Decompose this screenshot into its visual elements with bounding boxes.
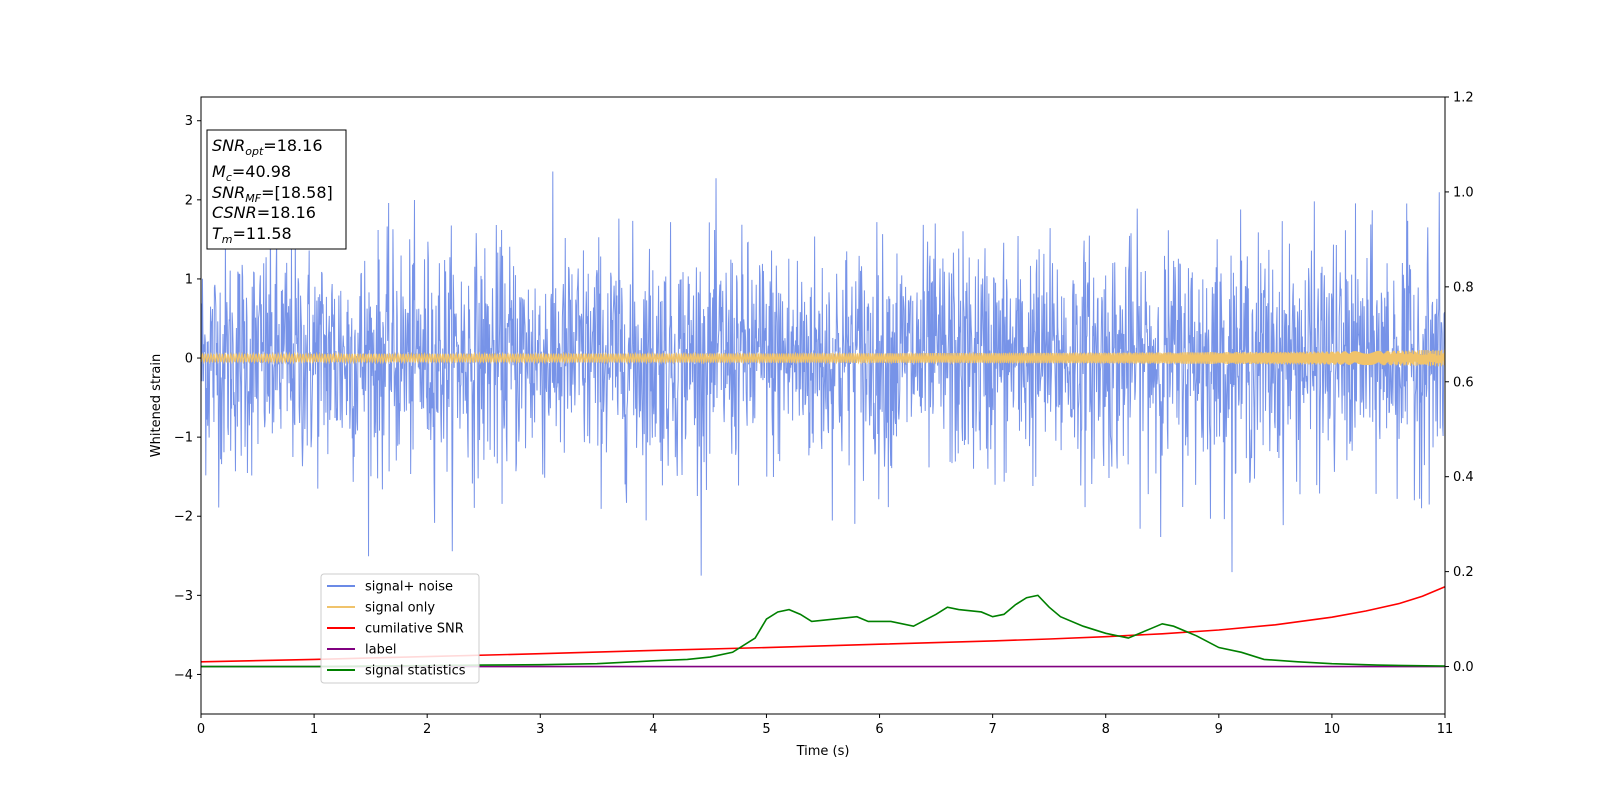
annotation-line: Mc=40.98	[212, 162, 291, 184]
x-axis: 0 1 2 3 4 5 6 7 8 9 10 11	[197, 714, 1453, 737]
x-tick-label: 6	[875, 722, 883, 737]
annotation-line: SNRMF=[18.58]	[212, 183, 333, 205]
legend-frame	[320, 573, 480, 684]
legend: signal+ noise signal only cumilative SNR la…	[320, 573, 480, 684]
legend-entry: signal only	[365, 601, 435, 616]
series-signal-noise	[201, 171, 1445, 576]
legend-entry: signal+ noise	[365, 580, 453, 595]
annotation-line: Tm=11.58	[212, 224, 292, 246]
y-tick-label: −4	[174, 668, 193, 683]
y2-tick-label: 0.0	[1453, 660, 1474, 675]
x-tick-label: 3	[536, 722, 544, 737]
parameter-annotation-box: SNRopt=18.16 Mc=40.98SNRMF=[18.58]CSNR=18…	[206, 129, 347, 250]
x-tick-label: 8	[1102, 722, 1110, 737]
annotation-line: SNRopt=18.16	[212, 136, 323, 158]
x-tick-label: 4	[649, 722, 657, 737]
y-tick-label: −3	[174, 589, 193, 604]
x-axis-label: Time (s)	[796, 744, 850, 759]
legend-entry: signal statistics	[365, 664, 466, 679]
y-tick-label: 2	[185, 193, 193, 208]
series-signal-statistics	[201, 594, 1445, 668]
y-tick-label: 1	[185, 272, 193, 287]
x-tick-label: 9	[1215, 722, 1223, 737]
y2-tick-label: 0.4	[1453, 470, 1474, 485]
y-axis-label: Whitened strain	[149, 354, 164, 457]
x-tick-label: 7	[988, 722, 996, 737]
axes-frame	[200, 96, 1446, 715]
x-tick-label: 1	[310, 722, 318, 737]
y-tick-label: −1	[174, 431, 193, 446]
series-cumilative-snr	[201, 586, 1445, 663]
series-signal-only	[201, 349, 1445, 367]
y-tick-label: −2	[174, 510, 193, 525]
y2-tick-label: 0.2	[1453, 565, 1474, 580]
y2-tick-label: 0.8	[1453, 280, 1474, 295]
y-axis-left: −4 −3 −2 −1 0 1 2 3	[174, 114, 201, 683]
y-tick-label: 0	[185, 352, 193, 367]
y-tick-label: 3	[185, 114, 193, 129]
y2-tick-label: 1.0	[1453, 185, 1474, 200]
y2-tick-label: 0.6	[1453, 375, 1474, 390]
y-axis-right: 0.0 0.2 0.4 0.6 0.8 1.0 1.2	[1445, 91, 1474, 675]
legend-entry: label	[365, 643, 396, 658]
x-tick-label: 10	[1324, 722, 1341, 737]
y2-tick-label: 1.2	[1453, 91, 1474, 106]
x-tick-label: 0	[197, 722, 205, 737]
legend-entry: cumilative SNR	[365, 622, 464, 637]
x-tick-label: 5	[762, 722, 770, 737]
x-tick-label: 11	[1437, 722, 1454, 737]
x-tick-label: 2	[423, 722, 431, 737]
annotation-box	[206, 129, 347, 250]
annotation-line: CSNR=18.16	[212, 203, 316, 222]
